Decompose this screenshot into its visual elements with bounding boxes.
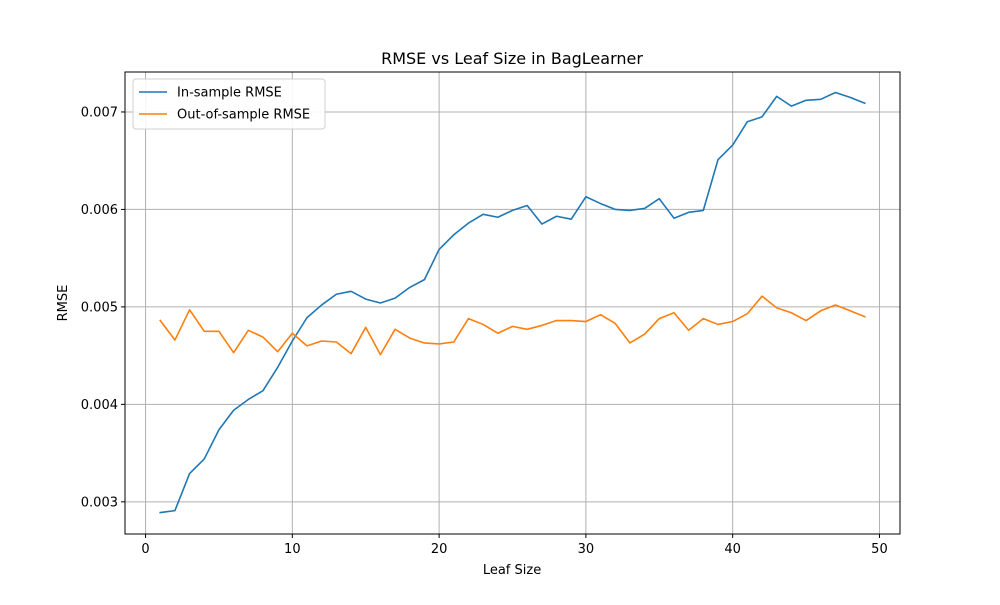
y-tick-label: 0.007 <box>81 105 118 120</box>
legend: In-sample RMSE Out-of-sample RMSE <box>132 78 326 130</box>
out-of-sample-rmse-line <box>159 295 866 356</box>
x-tick-label: 50 <box>871 542 888 557</box>
x-tick-label: 30 <box>578 542 595 557</box>
series-layer <box>159 91 866 514</box>
plot-frame <box>124 71 901 535</box>
legend-label: In-sample RMSE <box>177 86 282 101</box>
y-tick-label: 0.004 <box>81 398 118 413</box>
x-tick-label: 10 <box>284 542 301 557</box>
legend-label: Out-of-sample RMSE <box>177 108 310 123</box>
y-tick-label: 0.003 <box>81 495 118 510</box>
legend-box <box>132 78 326 130</box>
y-tick-label: 0.006 <box>81 203 118 218</box>
y-axis-label: RMSE <box>56 285 71 322</box>
x-tick-label: 20 <box>431 542 448 557</box>
x-axis-label: Leaf Size <box>483 563 541 578</box>
x-tick-label: 0 <box>141 542 149 557</box>
chart-title: RMSE vs Leaf Size in BagLearner <box>381 49 643 68</box>
x-tick-label: 40 <box>724 542 741 557</box>
in-sample-rmse-line <box>159 91 866 514</box>
tick-layer: 0 10 20 30 40 50 0.003 0.004 0.005 0.006 0.007 <box>81 105 888 557</box>
y-tick-label: 0.005 <box>81 300 118 315</box>
grid-layer <box>125 72 900 534</box>
